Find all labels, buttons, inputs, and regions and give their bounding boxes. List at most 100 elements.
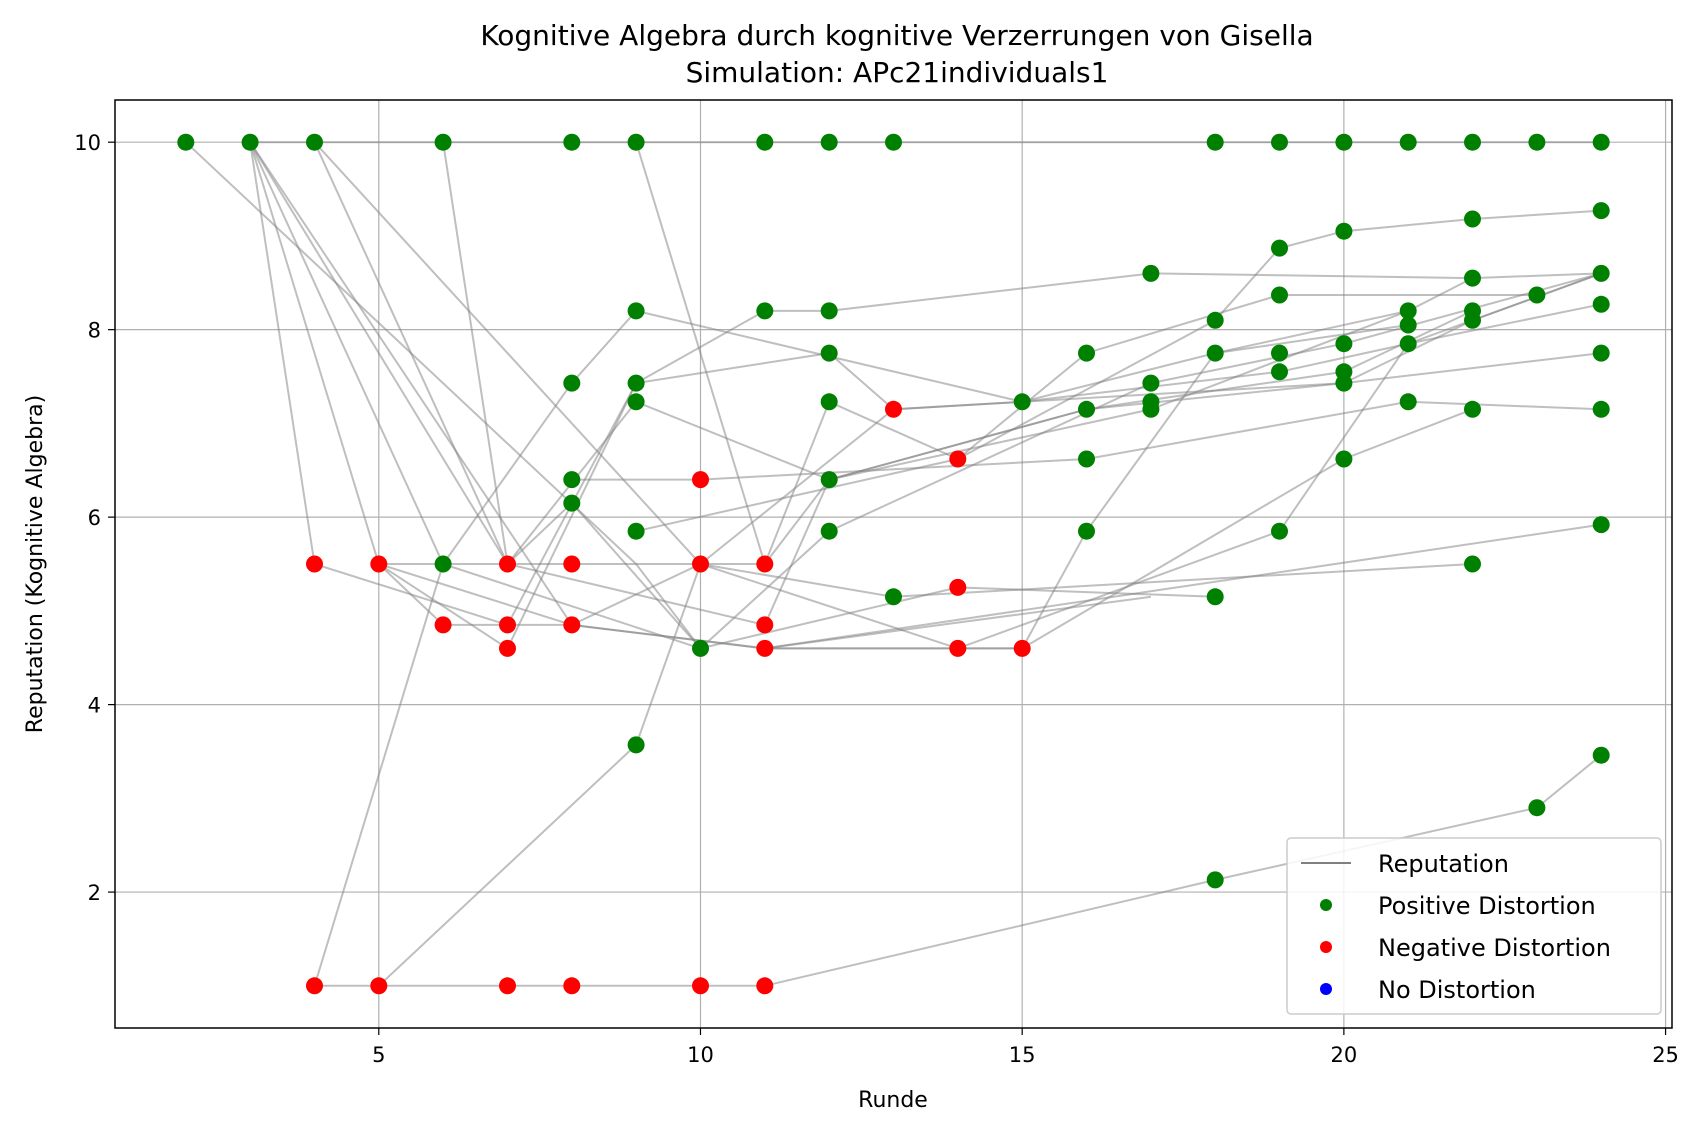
negative-distortion-point [499,616,516,634]
negative-distortion-point [563,977,581,995]
positive-distortion-point [1464,400,1481,418]
positive-distortion-point [1592,133,1610,151]
positive-distortion-point [1464,555,1481,573]
positive-distortion-point [1399,302,1417,320]
legend-label-positive: Positive Distortion [1378,892,1596,920]
negative-distortion-point [756,977,774,995]
positive-distortion-point [1206,344,1224,362]
positive-distortion-point [1335,222,1353,240]
positive-distortion-point [1206,588,1224,606]
positive-distortion-point [1399,133,1417,151]
positive-distortion-point [1142,264,1160,282]
positive-distortion-point [820,344,838,362]
positive-distortion-point [1528,799,1546,817]
positive-distortion-point [627,374,645,392]
positive-distortion-point [756,302,774,320]
positive-distortion-point [1271,133,1288,151]
positive-distortion-point [177,133,195,151]
positive-distortion-point [563,374,581,392]
x-tick-label: 20 [1331,1043,1358,1067]
positive-distortion-point [1271,344,1288,362]
positive-distortion-point [1271,363,1288,381]
legend-marker-none [1320,983,1332,995]
plot-frame [114,99,1673,1029]
positive-distortion-point [434,555,452,573]
positive-distortion-point [627,393,645,411]
reputation-line [764,523,1602,650]
positive-distortion-point [820,471,838,489]
positive-distortion-point [434,133,452,151]
positive-distortion-point [885,133,902,151]
legend-marker-negative [1320,941,1332,953]
negative-distortion-point [949,450,967,468]
positive-distortion-point [1335,374,1353,392]
y-tick-label: 2 [88,881,101,905]
x-tick-label: 25 [1652,1043,1679,1067]
negative-distortion-point [306,555,323,573]
positive-distortion-point [1592,295,1610,313]
legend-box [1286,837,1662,1015]
x-tick-label: 10 [687,1043,714,1067]
negative-distortion-point [949,639,967,657]
chart-title: Kognitive Algebra durch kognitive Verzer… [480,19,1313,52]
positive-distortion-point [1335,335,1353,353]
y-tick-label: 4 [88,694,101,718]
reputation-line [442,142,702,650]
negative-distortion-point [434,616,452,634]
positive-distortion-point [756,133,774,151]
legend-marker-positive [1320,899,1332,911]
positive-distortion-point [820,393,838,411]
positive-distortion-point [885,588,902,606]
positive-distortion-point [563,494,581,512]
legend-label-negative: Negative Distortion [1378,934,1611,962]
positive-distortion-point [627,736,645,754]
distortion-points [177,133,1610,995]
positive-distortion-point [1592,746,1610,764]
axis-ticks: 5 10 15 20 25 2 4 6 8 10 [74,131,1679,1067]
positive-distortion-point [1399,335,1417,353]
positive-distortion-point [306,133,323,151]
positive-distortion-point [1206,871,1224,889]
positive-distortion-point [1592,516,1610,534]
negative-distortion-point [499,639,516,657]
positive-distortion-point [820,302,838,320]
positive-distortion-point [241,133,259,151]
positive-distortion-point [1335,133,1353,151]
positive-distortion-point [1399,393,1417,411]
x-axis-label: Runde [858,1088,928,1113]
negative-distortion-point [692,555,709,573]
positive-distortion-point [1399,316,1417,334]
positive-distortion-point [1528,286,1546,304]
positive-distortion-point [627,522,645,540]
positive-distortion-point [1464,311,1481,329]
positive-distortion-point [1335,450,1353,468]
y-tick-label: 10 [74,131,101,155]
positive-distortion-point [1592,264,1610,282]
positive-distortion-point [563,471,581,489]
positive-distortion-point [820,522,838,540]
chart-subtitle: Simulation: APc21individuals1 [686,56,1109,89]
negative-distortion-point [885,400,902,418]
negative-distortion-point [306,977,323,995]
positive-distortion-point [1206,311,1224,329]
negative-distortion-point [756,555,774,573]
negative-distortion-point [563,616,581,634]
reputation-line [249,141,1152,650]
reputation-line [378,309,1473,987]
positive-distortion-point [1271,522,1288,540]
positive-distortion-point [1206,133,1224,151]
positive-distortion-point [563,133,581,151]
positive-distortion-point [1078,522,1095,540]
positive-distortion-point [1078,450,1095,468]
positive-distortion-point [1464,210,1481,228]
legend-label-none: No Distortion [1378,976,1536,1004]
negative-distortion-point [949,578,967,596]
positive-distortion-point [1592,400,1610,418]
positive-distortion-point [1592,202,1610,220]
reputation-line [378,562,1473,626]
positive-distortion-point [692,639,709,657]
negative-distortion-point [692,977,709,995]
positive-distortion-point [1142,374,1160,392]
positive-distortion-point [1271,239,1288,257]
